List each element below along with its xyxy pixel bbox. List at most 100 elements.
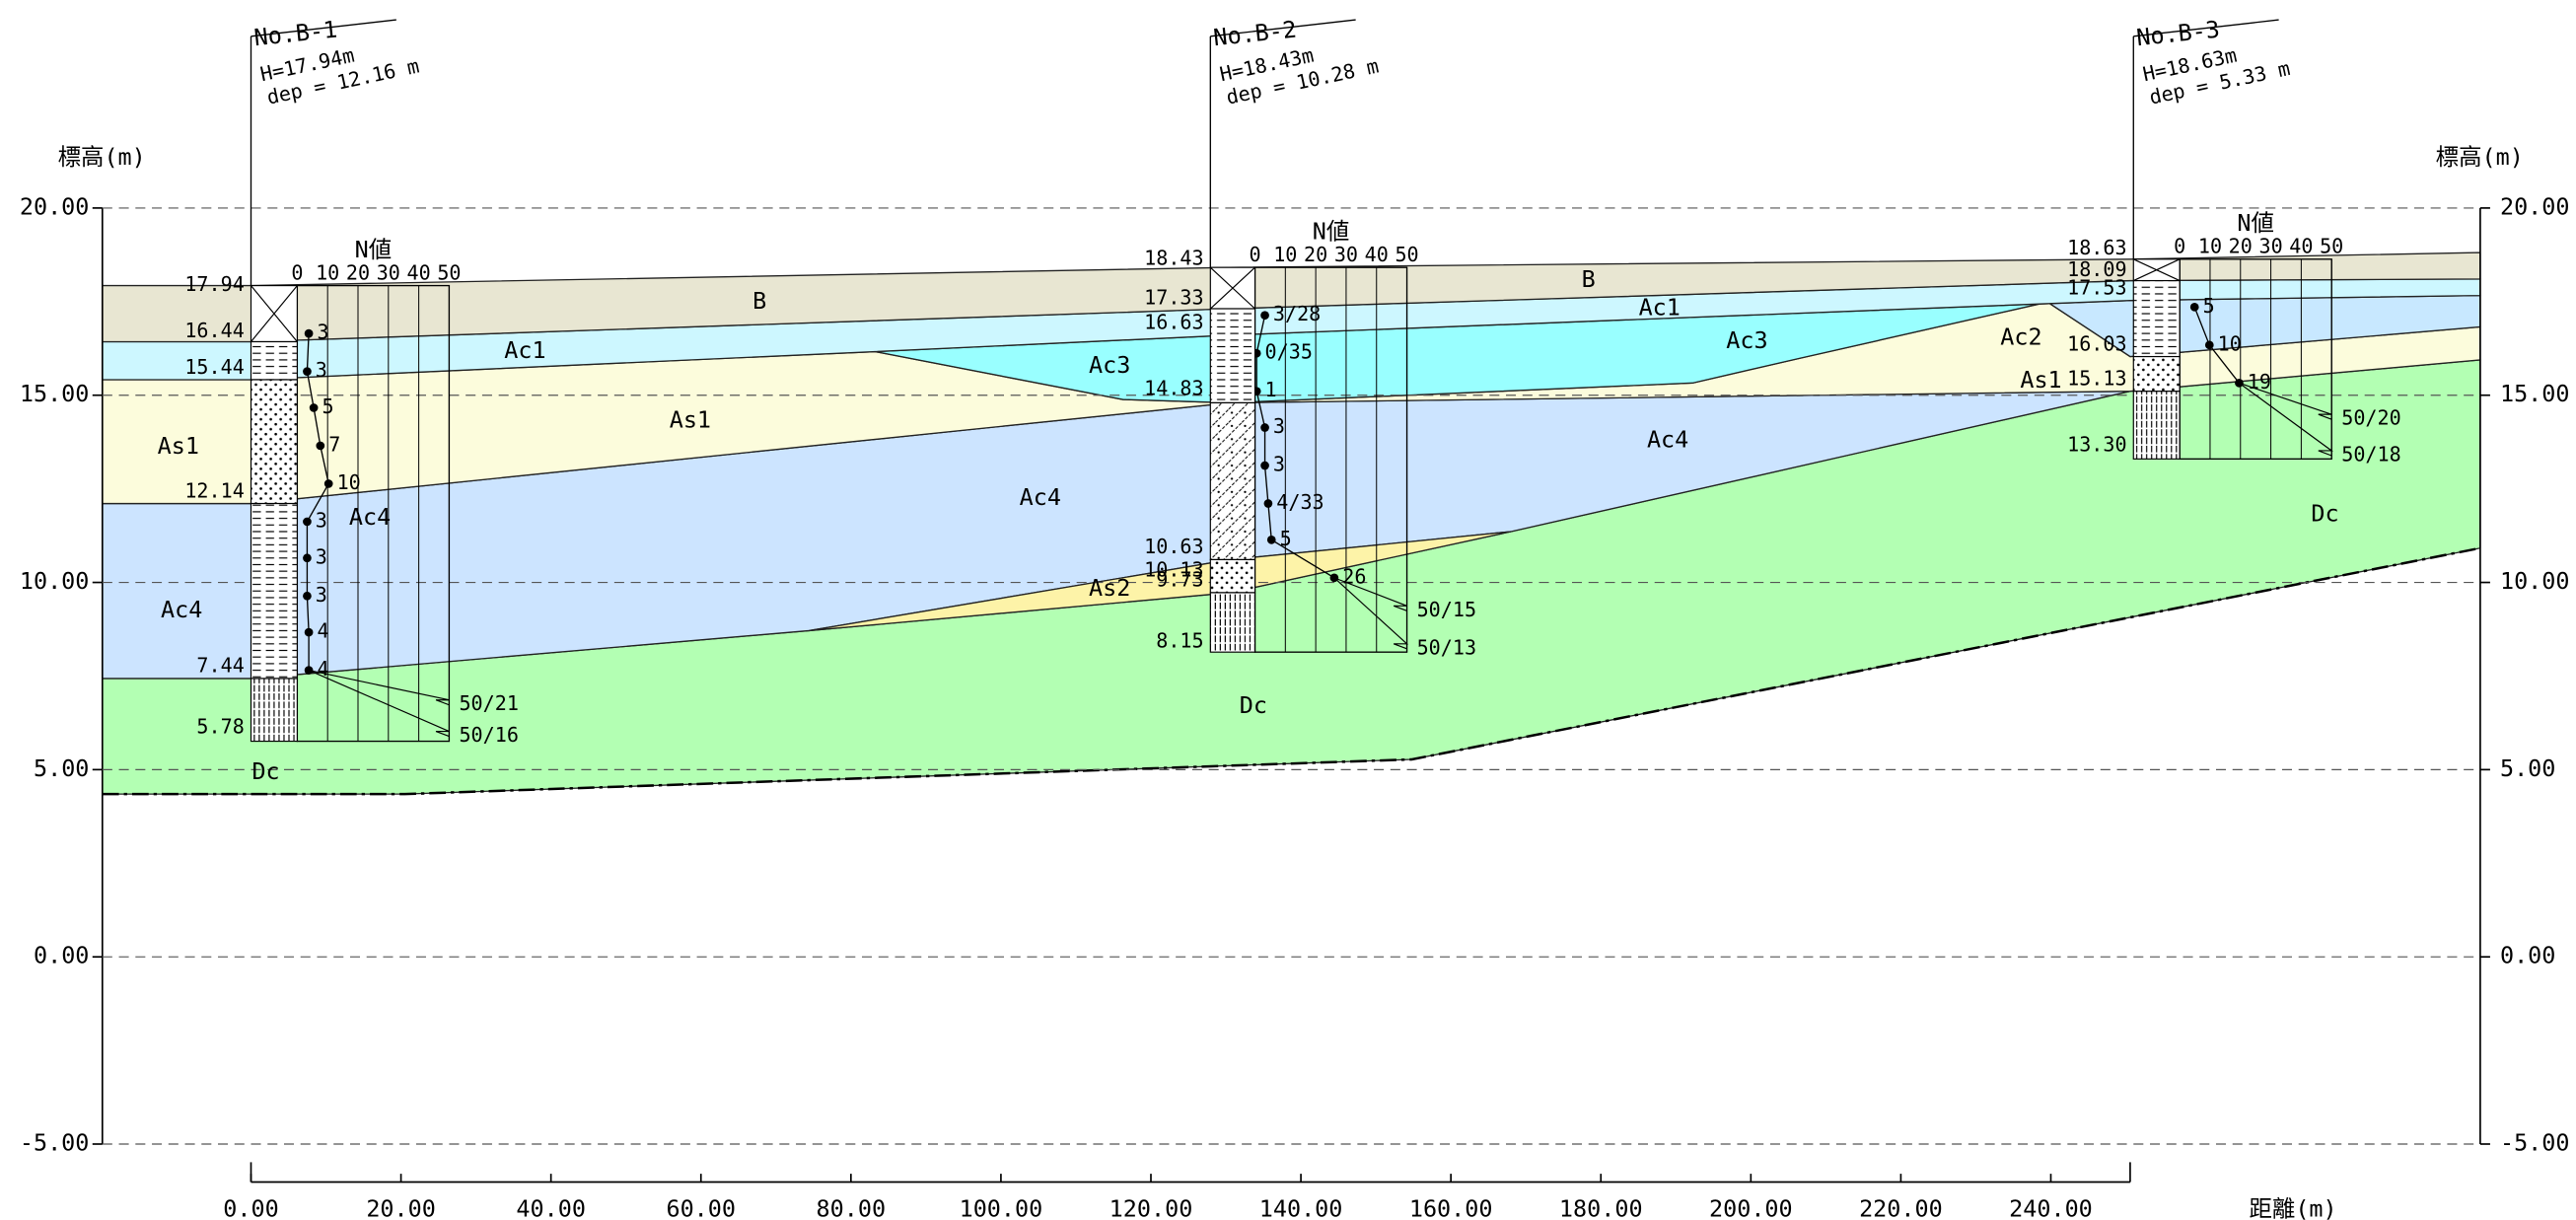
n-scale-label: 10 bbox=[2198, 235, 2222, 258]
y-tick-label: 0.00 bbox=[2500, 942, 2555, 969]
leader bbox=[1210, 19, 1356, 37]
x-tick-label: 120.00 bbox=[1109, 1194, 1193, 1220]
layer-label: As2 bbox=[1089, 574, 1130, 602]
n-value: 7 bbox=[328, 432, 340, 456]
n-point bbox=[304, 666, 314, 675]
n-scale-label: 50 bbox=[437, 260, 461, 284]
column-clay bbox=[250, 340, 298, 381]
column-gravel bbox=[1209, 592, 1256, 653]
layers bbox=[102, 251, 2481, 796]
n-scale-label: 20 bbox=[2229, 235, 2253, 258]
x-tick-label: 180.00 bbox=[1559, 1194, 1643, 1220]
column-clay bbox=[250, 502, 298, 680]
y-tick-label: 10.00 bbox=[2500, 567, 2570, 595]
x-tick-label: 0.00 bbox=[223, 1194, 278, 1220]
n-value: 26 bbox=[1342, 564, 1366, 588]
elevation-label: 17.94 bbox=[184, 272, 244, 296]
elevation-label: 16.44 bbox=[184, 319, 244, 342]
n-value: 3 bbox=[317, 321, 328, 344]
layer-as2 bbox=[809, 531, 1512, 632]
n-curve bbox=[1255, 315, 1335, 579]
n-scale-label: 20 bbox=[1304, 243, 1327, 266]
y-tick-label: -5.00 bbox=[2500, 1129, 2570, 1157]
n-scale-label: 50 bbox=[2320, 235, 2343, 258]
elevation-label: 16.63 bbox=[1144, 311, 1203, 334]
x-tick-label: 60.00 bbox=[666, 1194, 736, 1220]
elevation-label: 14.83 bbox=[1144, 377, 1203, 400]
n-value: 10 bbox=[337, 470, 361, 494]
right-axis-title: 標高(m) bbox=[2436, 143, 2524, 171]
n-point bbox=[304, 627, 314, 637]
n-leader bbox=[1333, 577, 1407, 611]
n-scale-label: 30 bbox=[377, 260, 400, 284]
n-scale-label: 10 bbox=[316, 260, 339, 284]
n-point bbox=[303, 517, 312, 527]
n-point bbox=[1260, 311, 1269, 321]
n-point bbox=[2235, 378, 2244, 388]
n-leader bbox=[308, 670, 450, 738]
column-clay bbox=[2132, 279, 2181, 358]
n-scale-label: 40 bbox=[1365, 243, 1389, 266]
column-sand bbox=[2132, 355, 2181, 393]
n-leader bbox=[2239, 382, 2333, 457]
leader bbox=[2133, 19, 2279, 37]
layer-label: As1 bbox=[2020, 366, 2061, 394]
n-value: 3/28 bbox=[1273, 302, 1321, 325]
elevation-label: 17.33 bbox=[1144, 285, 1203, 309]
n-title: N値 bbox=[1313, 218, 1350, 246]
n-scale-label: 40 bbox=[2289, 235, 2313, 258]
n-value: 5 bbox=[1280, 527, 1292, 550]
layer-label: Ac3 bbox=[1726, 326, 1767, 354]
n-leader bbox=[2239, 382, 2332, 420]
n-title: N値 bbox=[355, 236, 393, 263]
layer-label: B bbox=[752, 287, 766, 315]
n-value: 3 bbox=[316, 358, 327, 382]
layer-label: Ac1 bbox=[1639, 294, 1681, 322]
x-tick-label: 20.00 bbox=[366, 1194, 436, 1220]
column-gravel bbox=[250, 678, 298, 743]
n-value: 50/18 bbox=[2341, 442, 2400, 466]
axes bbox=[101, 207, 2481, 1184]
elevation-label: 12.14 bbox=[184, 478, 244, 502]
layer-label: Ac4 bbox=[161, 596, 202, 623]
elevation-label: 17.53 bbox=[2067, 275, 2126, 299]
borehole-name: No.B-1 bbox=[252, 16, 338, 52]
column-mixed bbox=[1209, 401, 1256, 561]
n-title: N値 bbox=[2237, 209, 2274, 237]
elevation-label: 9.73 bbox=[1156, 568, 1203, 592]
base-line bbox=[102, 546, 2481, 796]
left-axis-title: 標高(m) bbox=[58, 143, 146, 171]
n-point bbox=[2189, 302, 2199, 312]
layer-label: Dc bbox=[2311, 500, 2338, 528]
n-scale-label: 30 bbox=[1334, 243, 1358, 266]
n-value: 50/15 bbox=[1417, 598, 1476, 621]
elevation-label: 8.15 bbox=[1156, 629, 1203, 653]
n-point bbox=[303, 591, 312, 601]
layer-label: Ac4 bbox=[349, 503, 391, 531]
elevation-label: 18.63 bbox=[2067, 236, 2126, 259]
column-cross bbox=[2133, 258, 2181, 282]
borehole-name: No.B-3 bbox=[2135, 16, 2221, 52]
layer-label: Ac2 bbox=[2000, 323, 2041, 351]
n-point bbox=[316, 441, 325, 451]
x-tick-label: 160.00 bbox=[1409, 1194, 1493, 1220]
n-scale-label: 20 bbox=[346, 260, 370, 284]
y-tick-label: 15.00 bbox=[2500, 380, 2570, 407]
leader bbox=[250, 19, 396, 37]
n-leader bbox=[308, 670, 450, 706]
y-tick-label: 20.00 bbox=[20, 192, 90, 220]
x-tick-label: 200.00 bbox=[1709, 1194, 1793, 1220]
n-value: 3 bbox=[316, 508, 327, 532]
n-value: 5 bbox=[2203, 294, 2215, 318]
elevation-label: 15.13 bbox=[2067, 366, 2126, 390]
n-value: 5 bbox=[322, 395, 334, 418]
elevation-label: 7.44 bbox=[196, 654, 244, 678]
n-point bbox=[303, 553, 312, 563]
n-point bbox=[323, 479, 333, 488]
elevation-label: 15.44 bbox=[184, 355, 244, 379]
n-point bbox=[1260, 461, 1269, 470]
n-value: 10 bbox=[2218, 331, 2242, 355]
column-sand bbox=[250, 379, 298, 505]
